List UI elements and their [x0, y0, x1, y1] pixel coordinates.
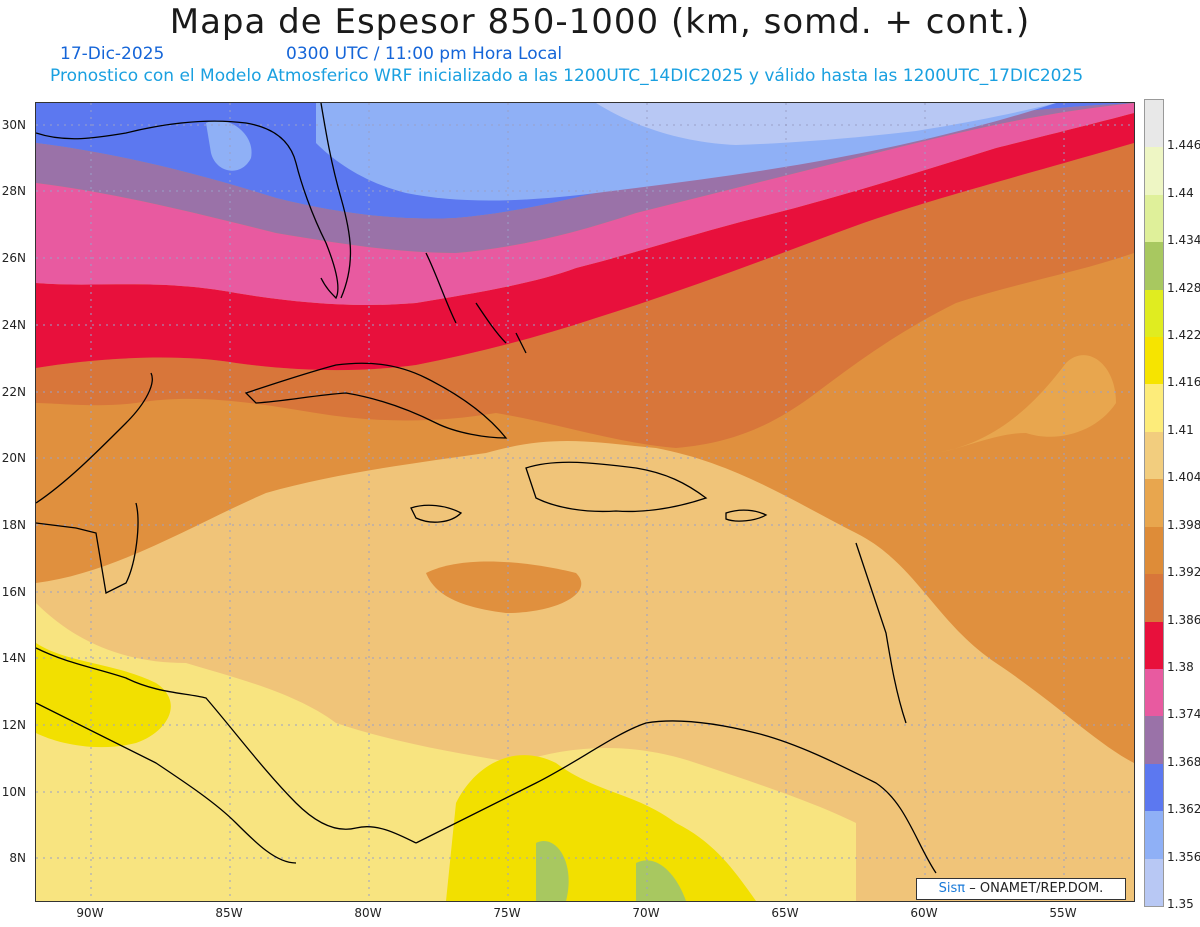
cuba: [244, 362, 508, 439]
central-america-coast: [36, 647, 417, 844]
colorbar-label: 1.404: [1167, 470, 1200, 485]
green-patch-2: [636, 860, 686, 901]
lon-label: 75W: [493, 906, 521, 920]
colorbar-swatch: [1145, 242, 1163, 291]
lat-label: 10N: [1, 785, 26, 799]
colorbar-label: 1.416: [1167, 375, 1200, 390]
lavender-region: [596, 103, 1056, 145]
central-america-pacific: [36, 702, 297, 864]
pink-band: [36, 103, 1134, 305]
hispaniola: [525, 461, 708, 513]
colorbar-label: 1.422: [1167, 328, 1200, 343]
light-orange-patch-east: [936, 355, 1116, 453]
colorbar-label: 1.446: [1167, 138, 1200, 153]
coastlines: [36, 103, 937, 874]
south-america-coast: [415, 720, 937, 874]
lat-label: 26N: [1, 251, 26, 265]
colorbar-swatches: [1145, 100, 1163, 907]
colorbar-label: 1.374: [1167, 707, 1200, 722]
puerto-rico: [725, 509, 768, 522]
colorbar-label: 1.434: [1167, 233, 1200, 248]
colorbar-swatch: [1145, 574, 1163, 623]
forecast-time: 0300 UTC / 11:00 pm Hora Local: [286, 44, 563, 64]
lat-label: 14N: [1, 651, 26, 665]
colorbar-label: 1.428: [1167, 280, 1200, 295]
colorbar-label: 1.368: [1167, 754, 1200, 769]
lat-label: 28N: [1, 184, 26, 198]
yellow-region-south: [446, 755, 756, 901]
colorbar-label: 1.38: [1167, 659, 1194, 674]
colorbar-label: 1.392: [1167, 565, 1200, 580]
colorbar-swatch: [1145, 289, 1163, 338]
colorbar-label: 1.44: [1167, 185, 1194, 200]
light-orange-bubble: [426, 561, 582, 613]
thickness-map: [35, 102, 1135, 902]
lon-label: 85W: [215, 906, 243, 920]
red-band: [36, 113, 1134, 371]
colorbar-label: 1.356: [1167, 849, 1200, 864]
lon-label: 65W: [771, 906, 799, 920]
colorbar-swatch: [1145, 431, 1163, 480]
colorbar-label: 1.41: [1167, 422, 1194, 437]
jamaica: [410, 504, 463, 523]
forecast-date: 17-Dic-2025: [60, 44, 165, 64]
florida-east-coast: [320, 103, 352, 299]
lon-label: 55W: [1049, 906, 1077, 920]
colorbar-swatch: [1145, 337, 1163, 385]
lat-label: 20N: [1, 451, 26, 465]
colorbar-label: 1.362: [1167, 802, 1200, 817]
lon-label: 60W: [910, 906, 938, 920]
credit-text: – ONAMET/REP.DOM.: [969, 881, 1104, 896]
graticule: [36, 103, 1134, 901]
lat-label: 30N: [1, 118, 26, 132]
colorbar-swatch: [1145, 479, 1163, 528]
colorbar-label: 1.398: [1167, 517, 1200, 532]
colorbar-swatch: [1145, 763, 1163, 812]
lon-label: 90W: [76, 906, 104, 920]
lat-label: 12N: [1, 718, 26, 732]
yellow-region-west: [36, 643, 171, 748]
colorbar-label: 1.386: [1167, 612, 1200, 627]
lat-label: 8N: [9, 851, 26, 865]
colorbar-swatch: [1145, 858, 1163, 907]
colorbar-swatch: [1145, 147, 1163, 196]
colorbar-swatch: [1145, 668, 1163, 717]
lat-label: 18N: [1, 518, 26, 532]
colorbar-swatch: [1145, 811, 1163, 860]
lesser-antilles: [855, 542, 907, 724]
colorbar-swatch: [1145, 621, 1163, 670]
lat-label: 22N: [1, 385, 26, 399]
mexico-coast: [36, 372, 153, 594]
lon-label: 80W: [354, 906, 382, 920]
colorbar: [1144, 99, 1164, 907]
lon-label: 70W: [632, 906, 660, 920]
credit-box: Sisπ – ONAMET/REP.DOM.: [916, 878, 1126, 900]
bahamas: [425, 252, 527, 354]
light-blue-spot: [206, 120, 252, 171]
colorbar-swatch: [1145, 100, 1163, 148]
green-patch: [536, 841, 569, 901]
lat-label: 16N: [1, 585, 26, 599]
colorbar-label: 1.35: [1167, 897, 1194, 911]
forecast-subtitle: Pronostico con el Modelo Atmosferico WRF…: [50, 66, 1084, 86]
colorbar-swatch: [1145, 526, 1163, 575]
sispi-logo: Sisπ: [938, 881, 966, 896]
map-title: Mapa de Espesor 850-1000 (km, somd. + co…: [169, 2, 1031, 42]
colorbar-swatch: [1145, 194, 1163, 243]
colorbar-swatch: [1145, 384, 1163, 433]
us-gulf-coast: [36, 120, 339, 300]
colorbar-swatch: [1145, 716, 1163, 765]
lat-label: 24N: [1, 318, 26, 332]
